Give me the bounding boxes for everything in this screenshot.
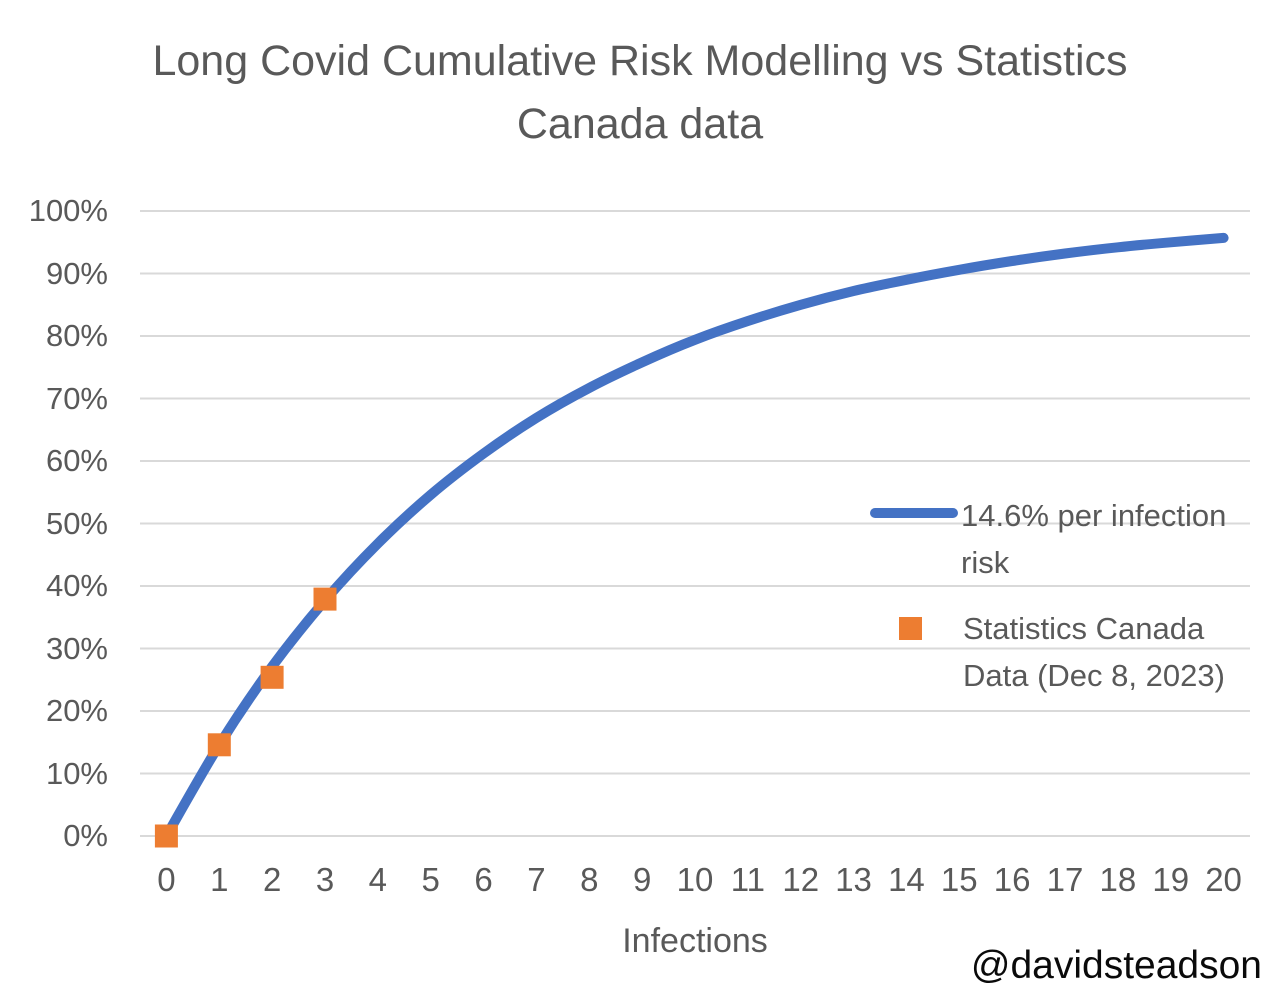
x-tick-label: 19: [1152, 861, 1190, 898]
legend-label-model-line: 14.6% per infection risk: [961, 498, 1227, 580]
chart-title-text: Long Covid Cumulative Risk Modelling vs …: [152, 37, 1128, 148]
x-tick-label: 0: [157, 861, 176, 898]
legend-item-statcan: Statistics Canada Data (Dec 8, 2023): [868, 605, 1268, 699]
legend-item-model-line: 14.6% per infection risk: [868, 492, 1268, 586]
y-tick-label: 90%: [45, 255, 108, 291]
y-tick-label: 0%: [63, 818, 108, 853]
y-tick-label: 70%: [45, 380, 108, 416]
x-tick-label: 10: [676, 861, 714, 898]
scatter-marker: [207, 733, 231, 757]
y-tick-label: 60%: [45, 443, 108, 478]
gridlines: [140, 210, 1250, 837]
y-tick-label: 40%: [45, 568, 108, 603]
x-tick-label: 3: [315, 861, 335, 898]
scatter-marker: [313, 587, 337, 611]
x-tick-label: 15: [940, 861, 978, 898]
statcan-scatter-markers: [154, 587, 337, 848]
x-tick-label: 14: [888, 861, 925, 898]
x-tick-label: 16: [993, 861, 1031, 898]
y-tick-label: 30%: [45, 630, 108, 666]
y-tick-label: 80%: [45, 318, 108, 353]
chart-title: Long Covid Cumulative Risk Modelling vs …: [0, 30, 1280, 156]
legend: 14.6% per infection risk Statistics Cana…: [868, 492, 1268, 699]
x-tick-label: 13: [835, 861, 872, 898]
y-tick-label: 50%: [45, 505, 108, 541]
x-tick-label: 4: [368, 861, 388, 898]
scatter-marker: [154, 824, 178, 848]
x-tick-label: 5: [421, 861, 440, 898]
x-tick-label: 9: [632, 861, 652, 898]
x-tick-label: 11: [730, 861, 765, 898]
x-tick-label: 18: [1099, 861, 1137, 898]
y-tick-label: 20%: [45, 693, 108, 728]
x-tick-label: 17: [1046, 861, 1084, 898]
x-axis-title: Infections: [622, 922, 768, 960]
x-tick-label: 20: [1205, 861, 1242, 898]
scatter-series-swatch-icon: [899, 617, 922, 640]
y-tick-label: 100%: [28, 193, 108, 228]
legend-label-statcan: Statistics Canada Data (Dec 8, 2023): [963, 611, 1225, 693]
scatter-marker: [260, 665, 284, 689]
x-tick-label: 1: [210, 861, 229, 898]
watermark: @davidsteadson: [970, 944, 1262, 987]
x-tick-label: 12: [782, 861, 820, 898]
x-tick-label: 6: [474, 861, 493, 898]
x-tick-label: 2: [262, 861, 282, 898]
x-tick-label: 7: [527, 861, 546, 898]
x-tick-label: 8: [580, 861, 599, 898]
line-series-swatch-icon: [870, 508, 958, 518]
y-tick-label: 10%: [45, 755, 108, 791]
